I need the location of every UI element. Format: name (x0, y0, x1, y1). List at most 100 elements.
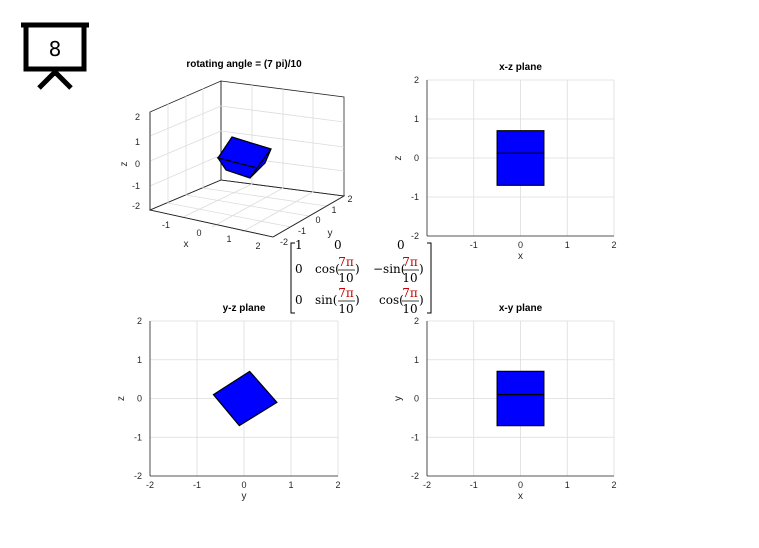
matrix-r2-cos-num: 7π (338, 255, 354, 269)
zlabel-3d: z (119, 162, 130, 167)
ytick-label: -1 (298, 226, 306, 236)
y-tick-label: 1 (414, 355, 419, 365)
floor (148, 179, 346, 238)
ztick-label: 2 (135, 112, 140, 122)
rotation-matrix: 1 0 0 0 cos( 7π 10 ) −sin( 7π 10 ) 0 sin… (290, 238, 432, 316)
y-axis-label: y (393, 396, 404, 401)
matrix-r3-sin-close: ) (355, 293, 360, 307)
matrix-r3-sin-den: 10 (338, 302, 353, 316)
polygon-face (212, 370, 278, 427)
y-tick-label: -1 (411, 192, 419, 202)
x-axis-label: y (242, 491, 247, 502)
xlabel-3d: x (184, 239, 189, 250)
polygon-face (496, 394, 545, 427)
matrix-r3-sin-num: 7π (338, 286, 354, 300)
ticks-3d-z: 2 1 0 -1 -2 (132, 112, 140, 211)
matrix-left-bracket (290, 242, 295, 314)
ticks-3d-y: -2 -1 0 1 2 (280, 194, 353, 247)
subplot-xy: x-y plane -2 -1 0 1 2 -2 -1 0 1 2 x y (393, 303, 617, 502)
x-tick-label: 2 (611, 240, 616, 250)
matrix-r2-cos-den: 10 (338, 271, 353, 285)
y-tick-label: 2 (137, 316, 142, 326)
y-tick-label: 0 (137, 394, 142, 404)
x-axis-label: x (518, 251, 523, 262)
wall-yz (220, 80, 345, 197)
x-axis-label: x (518, 491, 523, 502)
rotated-box-3d (216, 136, 272, 179)
y-tick-label: 2 (414, 316, 419, 326)
y-tick-label: 0 (414, 394, 419, 404)
grid-3d (149, 85, 345, 233)
axes-3d-walls (148, 80, 346, 238)
ztick-label: 1 (135, 137, 140, 147)
x-tick-label: 2 (611, 480, 616, 490)
x-tick-label: -2 (423, 480, 431, 490)
x-tick-label: 0 (518, 240, 523, 250)
y-tick-label: -1 (411, 432, 419, 442)
xtick-label: -1 (162, 220, 170, 230)
matrix-r2-sin-num: 7π (402, 255, 418, 269)
y-tick-label: -1 (134, 432, 142, 442)
matrix-right-bracket (427, 242, 432, 314)
x-tick-label: -1 (470, 480, 478, 490)
box-face-side (249, 148, 272, 179)
matrix-r2-sin-close: ) (419, 262, 424, 276)
ylabel-3d: y (328, 228, 333, 239)
subplot-3d: rotating angle = (7 pi)/10 (119, 59, 353, 251)
plot-title: x-z plane (499, 62, 542, 73)
polygon-face (496, 152, 545, 186)
y-tick-label: 2 (414, 75, 419, 85)
y-tick-label: -2 (411, 231, 419, 241)
matrix-r2c1: 0 (295, 262, 303, 276)
matrix-r3-cos-den: 10 (402, 302, 417, 316)
ytick-label: -2 (280, 237, 288, 247)
matrix-r1c1: 1 (295, 238, 303, 252)
wall-xz (149, 80, 222, 211)
x-tick-label: -2 (146, 480, 154, 490)
polygon-face (496, 130, 545, 154)
matrix-r3-cos-num: 7π (402, 286, 418, 300)
ticks-3d-x: -1 0 1 2 (162, 220, 261, 251)
matrix-r3-cos: cos( (379, 293, 404, 307)
plot-title: y-z plane (223, 303, 266, 314)
x-tick-label: -1 (470, 240, 478, 250)
ytick-label: 2 (347, 194, 352, 204)
ztick-label: -2 (132, 201, 140, 211)
subplot-xz: x-z plane -1 0 1 2 -2 -1 0 1 2 x z (393, 62, 617, 262)
matrix-r3-sin: sin( (315, 293, 337, 307)
matrix-r2-cos: cos( (315, 262, 340, 276)
ytick-label: 1 (331, 205, 336, 215)
ztick-label: -1 (132, 181, 140, 191)
y-axis-label: z (116, 396, 127, 401)
slide-number-icon: 8 (21, 22, 89, 90)
polygon-face (496, 370, 545, 396)
x-tick-label: 0 (241, 480, 246, 490)
xtick-label: 1 (226, 234, 231, 244)
plot-title: x-y plane (499, 303, 543, 314)
y-tick-label: 1 (137, 355, 142, 365)
x-tick-label: 1 (565, 240, 570, 250)
x-tick-label: 1 (288, 480, 293, 490)
ytick-label: 0 (315, 215, 320, 225)
slide-number: 8 (49, 37, 62, 61)
xtick-label: 0 (196, 228, 201, 238)
y-tick-label: -2 (411, 471, 419, 481)
y-axis-label: z (393, 156, 404, 161)
y-tick-label: 0 (414, 153, 419, 163)
subplot-3d-title: rotating angle = (7 pi)/10 (186, 59, 302, 70)
matrix-r3c1: 0 (295, 293, 303, 307)
matrix-r3-cos-close: ) (419, 293, 424, 307)
x-tick-label: -1 (193, 480, 201, 490)
matrix-r1c2: 0 (334, 238, 342, 252)
xtick-label: 2 (255, 241, 260, 251)
x-tick-label: 1 (565, 480, 570, 490)
matrix-r2-cos-close: ) (355, 262, 360, 276)
matrix-r2-sin-den: 10 (402, 271, 417, 285)
x-tick-label: 0 (518, 480, 523, 490)
matrix-r2-sin: −sin( (373, 262, 405, 276)
y-tick-label: 1 (414, 114, 419, 124)
y-tick-label: -2 (134, 471, 142, 481)
matrix-r1c3: 0 (397, 238, 405, 252)
x-tick-label: 2 (335, 480, 340, 490)
